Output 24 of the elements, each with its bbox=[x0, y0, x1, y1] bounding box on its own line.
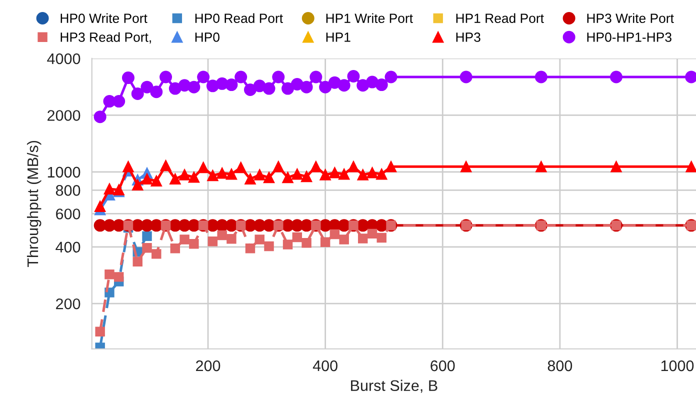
y-tick-label: 1000 bbox=[48, 166, 80, 178]
y-tick-label: 200 bbox=[56, 298, 80, 310]
x-tick-label: 200 bbox=[196, 360, 220, 372]
legend-label: HP3 bbox=[456, 32, 480, 42]
x-tick-label: 1000 bbox=[661, 360, 694, 372]
x-tick-label: 800 bbox=[548, 360, 572, 372]
legend-label: HP1 Read Port bbox=[456, 13, 544, 23]
y-tick-label: 800 bbox=[56, 185, 80, 196]
x-tick-label: 600 bbox=[430, 360, 455, 372]
y-tick-label: 4000 bbox=[47, 53, 80, 64]
legend-label: HP3 Read Port, bbox=[60, 32, 151, 44]
legend-label: HP1 bbox=[326, 32, 350, 42]
x-tick-label: 400 bbox=[312, 360, 338, 372]
y-tick-label: 600 bbox=[56, 208, 80, 220]
legend-label: HP1 Write Port bbox=[326, 13, 413, 23]
legend-label: HP0 Write Port bbox=[60, 13, 148, 23]
y-tick-label: 2000 bbox=[48, 110, 80, 121]
y-tick-label: 400 bbox=[56, 242, 80, 253]
legend-label: HP3 Write Port bbox=[587, 13, 674, 23]
x-axis-title: Burst Size, B bbox=[351, 380, 438, 393]
y-axis-title: Throughput (MB/s) bbox=[26, 140, 42, 268]
legend-label: HP0-HP1-HP3 bbox=[587, 32, 672, 42]
legend-label: HP0 Read Port bbox=[195, 13, 283, 23]
legend-label: HP0 bbox=[195, 32, 220, 42]
